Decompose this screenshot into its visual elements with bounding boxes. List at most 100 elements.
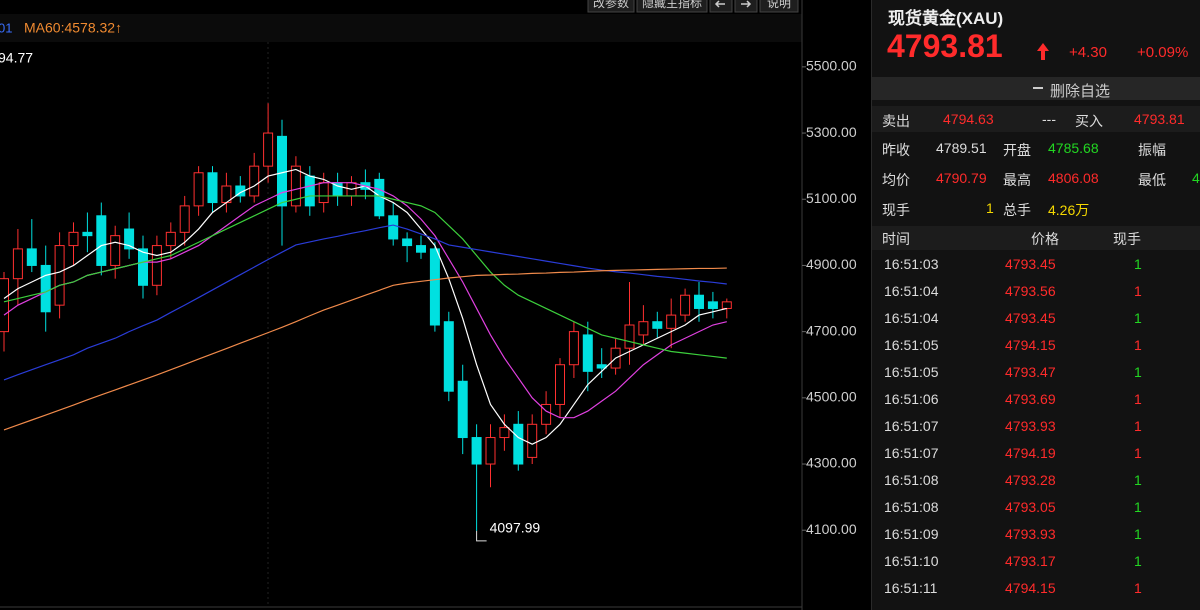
candle-body	[304, 175, 315, 207]
arrow-icon	[741, 0, 752, 8]
trade-time: 16:51:08	[884, 499, 939, 515]
candle-body	[82, 231, 93, 237]
trade-volume: 1	[1134, 472, 1142, 488]
field-label: 均价	[882, 172, 910, 188]
low-label: 4097.99	[490, 520, 541, 536]
next-button[interactable]	[734, 0, 758, 13]
trade-volume: 1	[1134, 364, 1142, 380]
candle-body	[541, 403, 552, 425]
high-label: 94.77	[0, 50, 33, 66]
candle-body	[193, 172, 204, 207]
candle-body	[0, 278, 9, 333]
trade-price: 4793.93	[1005, 526, 1056, 542]
trade-price: 4794.15	[1005, 337, 1056, 353]
low-marker	[476, 530, 487, 542]
field-label: 现手	[882, 202, 910, 218]
trade-volume: 1	[1134, 283, 1142, 299]
y-tick-label: 4100.00	[806, 521, 857, 537]
candle-body	[429, 248, 440, 326]
candle-body	[124, 228, 135, 250]
trade-time: 16:51:10	[884, 553, 939, 569]
row-bg	[872, 106, 1200, 132]
toolbar-label: 改参数	[593, 0, 629, 10]
field-value: 4794.63	[943, 111, 994, 127]
candle-body	[249, 165, 260, 197]
trade-volume: 1	[1134, 418, 1142, 434]
last-price: 4793.81	[887, 28, 1003, 64]
trade-time: 16:51:09	[884, 526, 939, 542]
candle-body	[568, 331, 579, 366]
y-tick-label: 4300.00	[806, 455, 857, 471]
up-arrow	[1037, 43, 1049, 60]
toolbar-button[interactable]	[759, 0, 799, 13]
chart: 改参数 隐藏主指标 说明 01 MA60:4578.32↑ 94.77 5500…	[0, 0, 857, 610]
watch-button-label: 删除自选	[1050, 83, 1111, 100]
candle-body	[26, 248, 37, 266]
ma-legend: MA60:4578.32↑	[24, 20, 122, 36]
field-value: 1	[986, 200, 994, 216]
candle-body	[40, 264, 51, 313]
field-value: 4	[1192, 170, 1200, 186]
prev-button[interactable]	[709, 0, 733, 13]
trade-volume: 1	[1134, 445, 1142, 461]
candle-body	[680, 294, 691, 316]
candle-body	[54, 245, 65, 306]
candle-body	[513, 423, 524, 465]
candle-body	[68, 231, 79, 247]
toolbar-button[interactable]	[587, 0, 635, 13]
candle-body	[443, 321, 454, 392]
field-value: 4806.08	[1048, 170, 1099, 186]
candle-body	[318, 182, 329, 204]
trade-time: 16:51:04	[884, 310, 939, 326]
candle-body	[721, 301, 732, 309]
field-value: 4790.79	[936, 170, 987, 186]
trade-price: 4794.19	[1005, 445, 1056, 461]
trade-volume: 1	[1134, 499, 1142, 515]
trade-volume: 1	[1134, 256, 1142, 272]
plot: 5500.00 5300.00 5100.00 4900.00 4700.00 4500.…	[0, 58, 857, 542]
candle-body	[207, 172, 218, 204]
candle-body	[263, 132, 274, 167]
candle-body	[527, 423, 538, 458]
legend-bar	[0, 14, 802, 42]
candle-body	[499, 427, 510, 439]
trade-volume: 1	[1134, 310, 1142, 326]
column-header: 现手	[1113, 231, 1141, 247]
trade-price: 4793.93	[1005, 418, 1056, 434]
header-bg	[872, 226, 1200, 250]
candle-body	[666, 314, 677, 329]
field-value: 4793.81	[1134, 111, 1185, 127]
trade-price: 4793.45	[1005, 310, 1056, 326]
y-tick-label: 5100.00	[806, 190, 857, 206]
field-value: 4.26万	[1048, 202, 1090, 218]
field-label: 卖出	[882, 113, 910, 129]
symbol-title: 现货黄金(XAU)	[888, 9, 1004, 28]
candle-body	[388, 215, 399, 240]
candle-body	[638, 321, 649, 336]
y-tick-label: 5500.00	[806, 58, 857, 74]
candle-body	[179, 205, 190, 233]
candle-body	[624, 324, 635, 349]
trade-price: 4793.05	[1005, 499, 1056, 515]
trade-time: 16:51:07	[884, 445, 939, 461]
candle-body	[96, 215, 107, 266]
candle-body	[165, 231, 176, 247]
trade-volume: 1	[1134, 580, 1142, 596]
trade-time: 16:51:05	[884, 364, 939, 380]
arrow-icon	[714, 0, 725, 8]
field-label: 最低	[1138, 172, 1166, 188]
field-label: 振幅	[1138, 142, 1166, 158]
toolbar-button[interactable]	[636, 0, 708, 13]
candle-body	[582, 334, 593, 372]
quote-panel: 现货黄金(XAU) 4793.81 +4.30 +0.09% 删除自选 卖出 4…	[871, 0, 1200, 610]
field-value: 4789.51	[936, 140, 987, 156]
ma-legend: 01	[0, 20, 12, 35]
candle-body	[290, 165, 301, 207]
field-value: ---	[1042, 111, 1056, 127]
field-label: 买入	[1075, 113, 1103, 129]
candle-body	[402, 238, 413, 247]
toolbar: 改参数 隐藏主指标 说明	[587, 0, 799, 13]
toolbar-label: 隐藏主指标	[642, 0, 702, 10]
field-label: 最高	[1003, 172, 1031, 188]
candle-body	[555, 364, 565, 405]
